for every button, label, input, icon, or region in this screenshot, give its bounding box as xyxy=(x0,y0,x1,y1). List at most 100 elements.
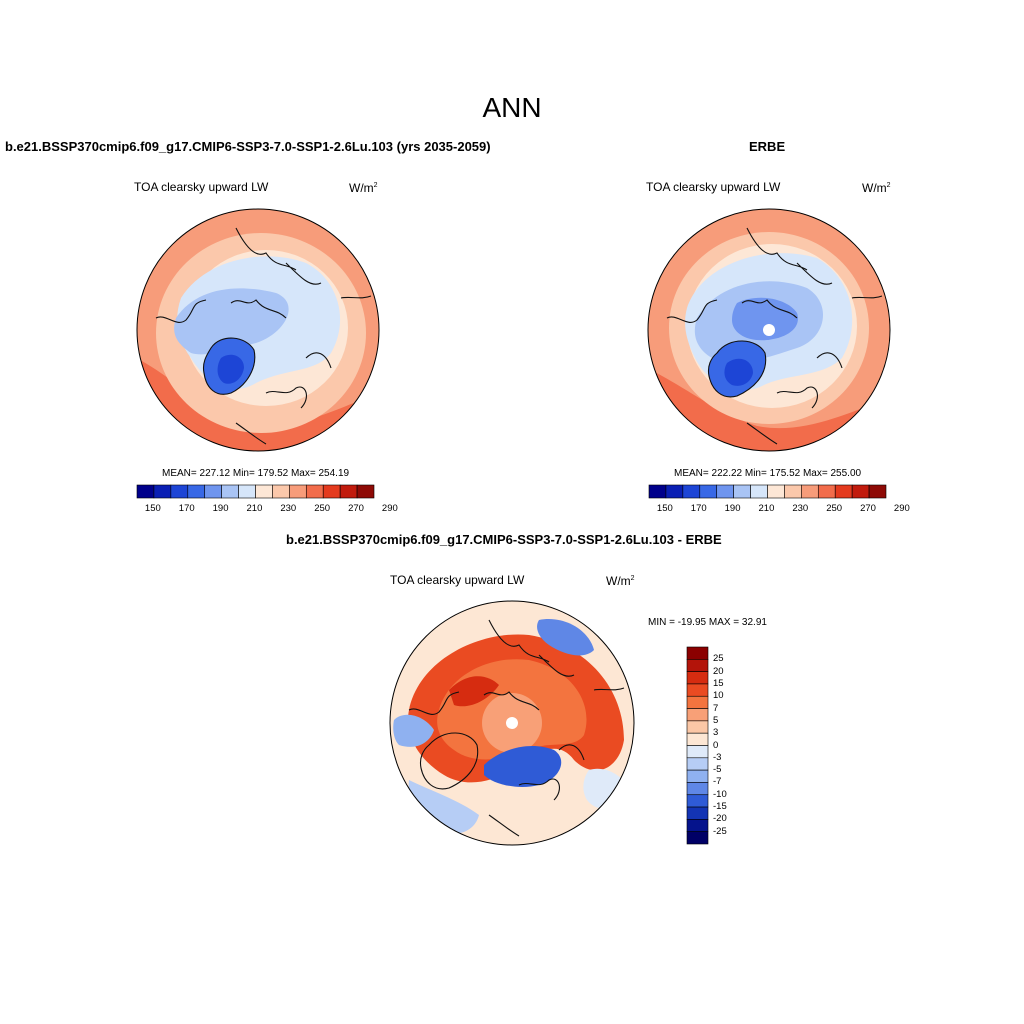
colorbar-tick-label: -5 xyxy=(713,764,722,776)
colorbar-tick-label: 270 xyxy=(860,503,876,514)
panel1-variable: TOA clearsky upward LW xyxy=(134,180,269,194)
colorbar-tick-label: 230 xyxy=(280,503,297,514)
colorbar-swatch xyxy=(686,659,709,672)
colorbar-swatch xyxy=(767,484,785,499)
colorbar-swatch xyxy=(750,484,768,499)
colorbar-tick-label: 10 xyxy=(713,690,724,702)
colorbar-swatch xyxy=(356,484,375,499)
colorbar-swatch xyxy=(686,757,709,771)
panel3-colorbar xyxy=(686,646,709,845)
colorbar-tick-label: 250 xyxy=(826,503,843,514)
colorbar-swatch xyxy=(686,819,709,832)
colorbar-tick-label: 190 xyxy=(724,503,741,514)
colorbar-swatch xyxy=(686,695,709,709)
map1-band-outer xyxy=(137,358,379,451)
panel2-variable: TOA clearsky upward LW xyxy=(646,180,781,194)
colorbar-swatch xyxy=(686,732,709,746)
map1-greenland-core xyxy=(217,354,244,384)
panel3-stats: MIN = -19.95 MAX = 32.91 xyxy=(648,617,767,628)
panel1-title: b.e21.BSSP370cmip6.f09_g17.CMIP6-SSP3-7.… xyxy=(5,139,491,154)
colorbar-tick-label: 170 xyxy=(690,503,707,514)
colorbar-swatch xyxy=(686,720,709,734)
colorbar-tick-label: -15 xyxy=(713,801,727,813)
colorbar-swatch xyxy=(686,671,709,685)
map3-coastlines xyxy=(408,619,625,837)
colorbar-swatch xyxy=(686,769,709,783)
colorbar-swatch xyxy=(851,484,870,499)
map3-pole-hole xyxy=(506,717,518,729)
colorbar-tick-label: 3 xyxy=(713,727,719,739)
colorbar-tick-label: 150 xyxy=(144,503,161,514)
colorbar-swatch xyxy=(686,745,709,759)
colorbar-swatch xyxy=(238,484,256,499)
map2-coastlines xyxy=(666,227,883,445)
map2-border xyxy=(647,208,891,452)
colorbar-swatch xyxy=(272,484,290,499)
map1-border xyxy=(136,208,380,452)
map3-border xyxy=(389,600,635,846)
colorbar-swatch xyxy=(733,484,751,499)
colorbar-tick-label: 20 xyxy=(713,665,724,677)
colorbar-swatch xyxy=(170,484,189,499)
panel1-colorbar xyxy=(136,484,375,499)
panel1-polar-map xyxy=(136,208,380,452)
map3-cool-patch-upper xyxy=(537,619,594,656)
colorbar-tick-label: -7 xyxy=(713,776,722,788)
panel3-variable: TOA clearsky upward LW xyxy=(390,573,525,587)
colorbar-tick-label: 290 xyxy=(381,503,398,514)
map1-coastlines xyxy=(155,227,372,445)
colorbar-swatch xyxy=(868,484,887,499)
colorbar-swatch xyxy=(255,484,273,499)
panel1-units: W/m2 xyxy=(349,181,378,195)
colorbar-tick-label: -25 xyxy=(713,825,727,837)
colorbar-swatch xyxy=(686,683,709,697)
colorbar-swatch xyxy=(817,484,836,499)
colorbar-swatch xyxy=(153,484,172,499)
colorbar-tick-label: 15 xyxy=(713,677,724,689)
colorbar-tick-label: 25 xyxy=(713,653,724,665)
colorbar-tick-label: 230 xyxy=(792,503,809,514)
panel2-polar-map xyxy=(647,208,891,452)
panel3-title: b.e21.BSSP370cmip6.f09_g17.CMIP6-SSP3-7.… xyxy=(286,532,722,547)
colorbar-tick-label: 5 xyxy=(713,714,719,726)
colorbar-swatch xyxy=(686,806,709,820)
colorbar-swatch xyxy=(686,831,709,845)
panel1-stats: MEAN= 227.12 Min= 179.52 Max= 254.19 xyxy=(162,468,350,479)
colorbar-swatch xyxy=(322,484,341,499)
colorbar-swatch xyxy=(699,484,718,499)
colorbar-tick-label: 290 xyxy=(893,503,910,514)
map2-pole-core xyxy=(732,297,798,341)
colorbar-tick-label: 0 xyxy=(713,739,719,751)
panel2-colorbar xyxy=(648,484,887,499)
panel2-units: W/m2 xyxy=(862,181,891,195)
panel2-title: ERBE xyxy=(749,139,786,154)
colorbar-tick-label: 170 xyxy=(178,503,195,514)
colorbar-swatch xyxy=(686,782,709,796)
colorbar-tick-label: 210 xyxy=(758,503,775,514)
colorbar-tick-label: 150 xyxy=(656,503,673,514)
colorbar-swatch xyxy=(221,484,239,499)
colorbar-swatch xyxy=(716,484,734,499)
colorbar-swatch xyxy=(801,484,819,499)
colorbar-tick-label: -20 xyxy=(713,813,727,825)
colorbar-swatch xyxy=(136,484,155,499)
colorbar-swatch xyxy=(339,484,358,499)
colorbar-tick-label: 210 xyxy=(246,503,263,514)
panel3-units: W/m2 xyxy=(606,574,635,588)
colorbar-swatch xyxy=(784,484,802,499)
colorbar-tick-label: 270 xyxy=(348,503,364,514)
colorbar-swatch xyxy=(686,708,709,722)
colorbar-swatch xyxy=(648,484,667,499)
colorbar-tick-label: -10 xyxy=(713,788,727,800)
map3-cool-patch-siberia xyxy=(484,745,562,787)
map2-pole-hole xyxy=(763,324,775,336)
colorbar-swatch xyxy=(686,646,709,660)
colorbar-swatch xyxy=(289,484,307,499)
colorbar-tick-label: 190 xyxy=(212,503,229,514)
colorbar-tick-label: 250 xyxy=(314,503,331,514)
colorbar-swatch xyxy=(204,484,222,499)
colorbar-tick-label: 7 xyxy=(713,702,719,714)
colorbar-tick-label: -3 xyxy=(713,751,722,763)
panel2-stats: MEAN= 222.22 Min= 175.52 Max= 255.00 xyxy=(674,468,862,479)
